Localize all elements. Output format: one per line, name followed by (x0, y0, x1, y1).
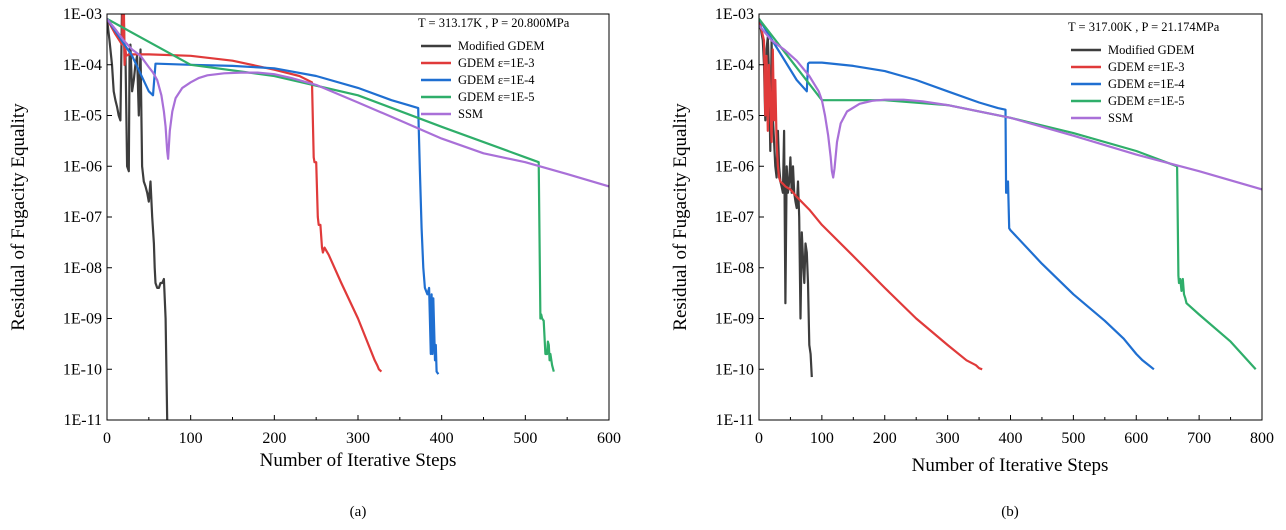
series-line-gdem4 (107, 18, 440, 375)
y-tick-label: 1E-10 (63, 361, 102, 378)
x-axis-label: Number of Iterative Steps (912, 455, 1109, 476)
legend-label: Modified GDEM (458, 39, 544, 53)
x-tick-label: 700 (1187, 430, 1211, 447)
y-tick-label: 1E-04 (715, 57, 754, 74)
series-line-modified (107, 14, 169, 420)
y-tick-label: 1E-08 (715, 260, 754, 277)
series-line-ssm (107, 18, 609, 188)
legend-label: GDEM ε=1E-4 (458, 73, 535, 87)
y-tick-label: 1E-08 (63, 260, 102, 277)
x-axis-label: Number of Iterative Steps (260, 450, 457, 471)
y-tick-label: 1E-03 (63, 6, 102, 23)
x-tick-label: 400 (430, 430, 454, 447)
chart-panel-b: 0 100 200 300 400 500 600 700 800 1E-11 1E-10 1E-0… (670, 6, 1274, 520)
y-tick-label: 1E-06 (63, 158, 102, 175)
y-tick-label: 1E-05 (63, 108, 102, 125)
series-lines (107, 14, 609, 420)
y-tick-label: 1E-04 (63, 57, 102, 74)
y-tick-label: 1E-07 (715, 209, 754, 226)
y-axis-label: Residual of Fugacity Equality (670, 103, 691, 331)
y-axis-ticks: 1E-11 1E-10 1E-09 1E-08 1E-07 1E-06 1E-05 1E-04… (715, 6, 764, 429)
series-line-gdem3 (107, 14, 383, 373)
legend-label: GDEM ε=1E-5 (458, 90, 535, 104)
x-tick-label: 300 (346, 430, 370, 447)
x-tick-label: 100 (810, 430, 834, 447)
y-tick-label: 1E-05 (715, 108, 754, 125)
x-axis-ticks: 0 100 200 300 400 500 600 700 800 (755, 415, 1274, 447)
y-tick-label: 1E-06 (715, 158, 754, 175)
x-tick-label: 600 (1124, 430, 1148, 447)
legend: Modified GDEM GDEM ε=1E-3 GDEM ε=1E-4 GDEM … (1071, 43, 1194, 125)
y-tick-label: 1E-11 (715, 412, 754, 429)
y-tick-label: 1E-09 (715, 311, 754, 328)
y-tick-label: 1E-10 (715, 361, 754, 378)
y-tick-label: 1E-03 (715, 6, 754, 23)
x-axis-ticks: 0 100 200 300 400 500 600 (103, 415, 621, 447)
y-axis-label: Residual of Fugacity Equality (8, 103, 29, 331)
series-lines (759, 18, 1262, 378)
legend-label: Modified GDEM (1108, 43, 1194, 57)
plot-frame (758, 13, 1263, 421)
panel-label: (a) (350, 504, 367, 520)
legend-label: GDEM ε=1E-4 (1108, 77, 1185, 91)
x-tick-label: 400 (999, 430, 1023, 447)
x-tick-label: 0 (103, 430, 111, 447)
y-tick-label: 1E-07 (63, 209, 102, 226)
legend-label: SSM (458, 107, 483, 121)
series-line-gdem4 (759, 18, 1155, 371)
condition-label: T = 317.00K , P = 21.174MPa (1068, 20, 1220, 34)
series-line-gdem5 (107, 17, 555, 372)
legend-label: GDEM ε=1E-5 (1108, 94, 1185, 108)
x-tick-label: 600 (597, 430, 621, 447)
legend-label: SSM (1108, 111, 1133, 125)
panel-label: (b) (1001, 504, 1019, 520)
x-tick-label: 300 (936, 430, 960, 447)
x-tick-label: 0 (755, 430, 763, 447)
chart-panel-a: 0 100 200 300 400 500 600 1E-11 1E-10 1E-09 1E-08… (8, 6, 621, 520)
x-tick-label: 100 (179, 430, 203, 447)
y-tick-label: 1E-11 (63, 412, 102, 429)
y-tick-label: 1E-09 (63, 311, 102, 328)
x-tick-label: 200 (262, 430, 286, 447)
legend-label: GDEM ε=1E-3 (458, 56, 535, 70)
y-axis-ticks: 1E-11 1E-10 1E-09 1E-08 1E-07 1E-06 1E-05 1E-04… (63, 6, 112, 429)
x-tick-label: 500 (513, 430, 537, 447)
x-tick-label: 200 (873, 430, 897, 447)
legend: Modified GDEM GDEM ε=1E-3 GDEM ε=1E-4 GDEM … (421, 39, 544, 121)
series-line-gdem3 (759, 18, 983, 371)
legend-label: GDEM ε=1E-3 (1108, 60, 1185, 74)
x-tick-label: 500 (1061, 430, 1085, 447)
condition-label: T = 313.17K , P = 20.800MPa (418, 16, 570, 30)
series-line-ssm (759, 24, 1262, 191)
x-tick-label: 800 (1250, 430, 1274, 447)
